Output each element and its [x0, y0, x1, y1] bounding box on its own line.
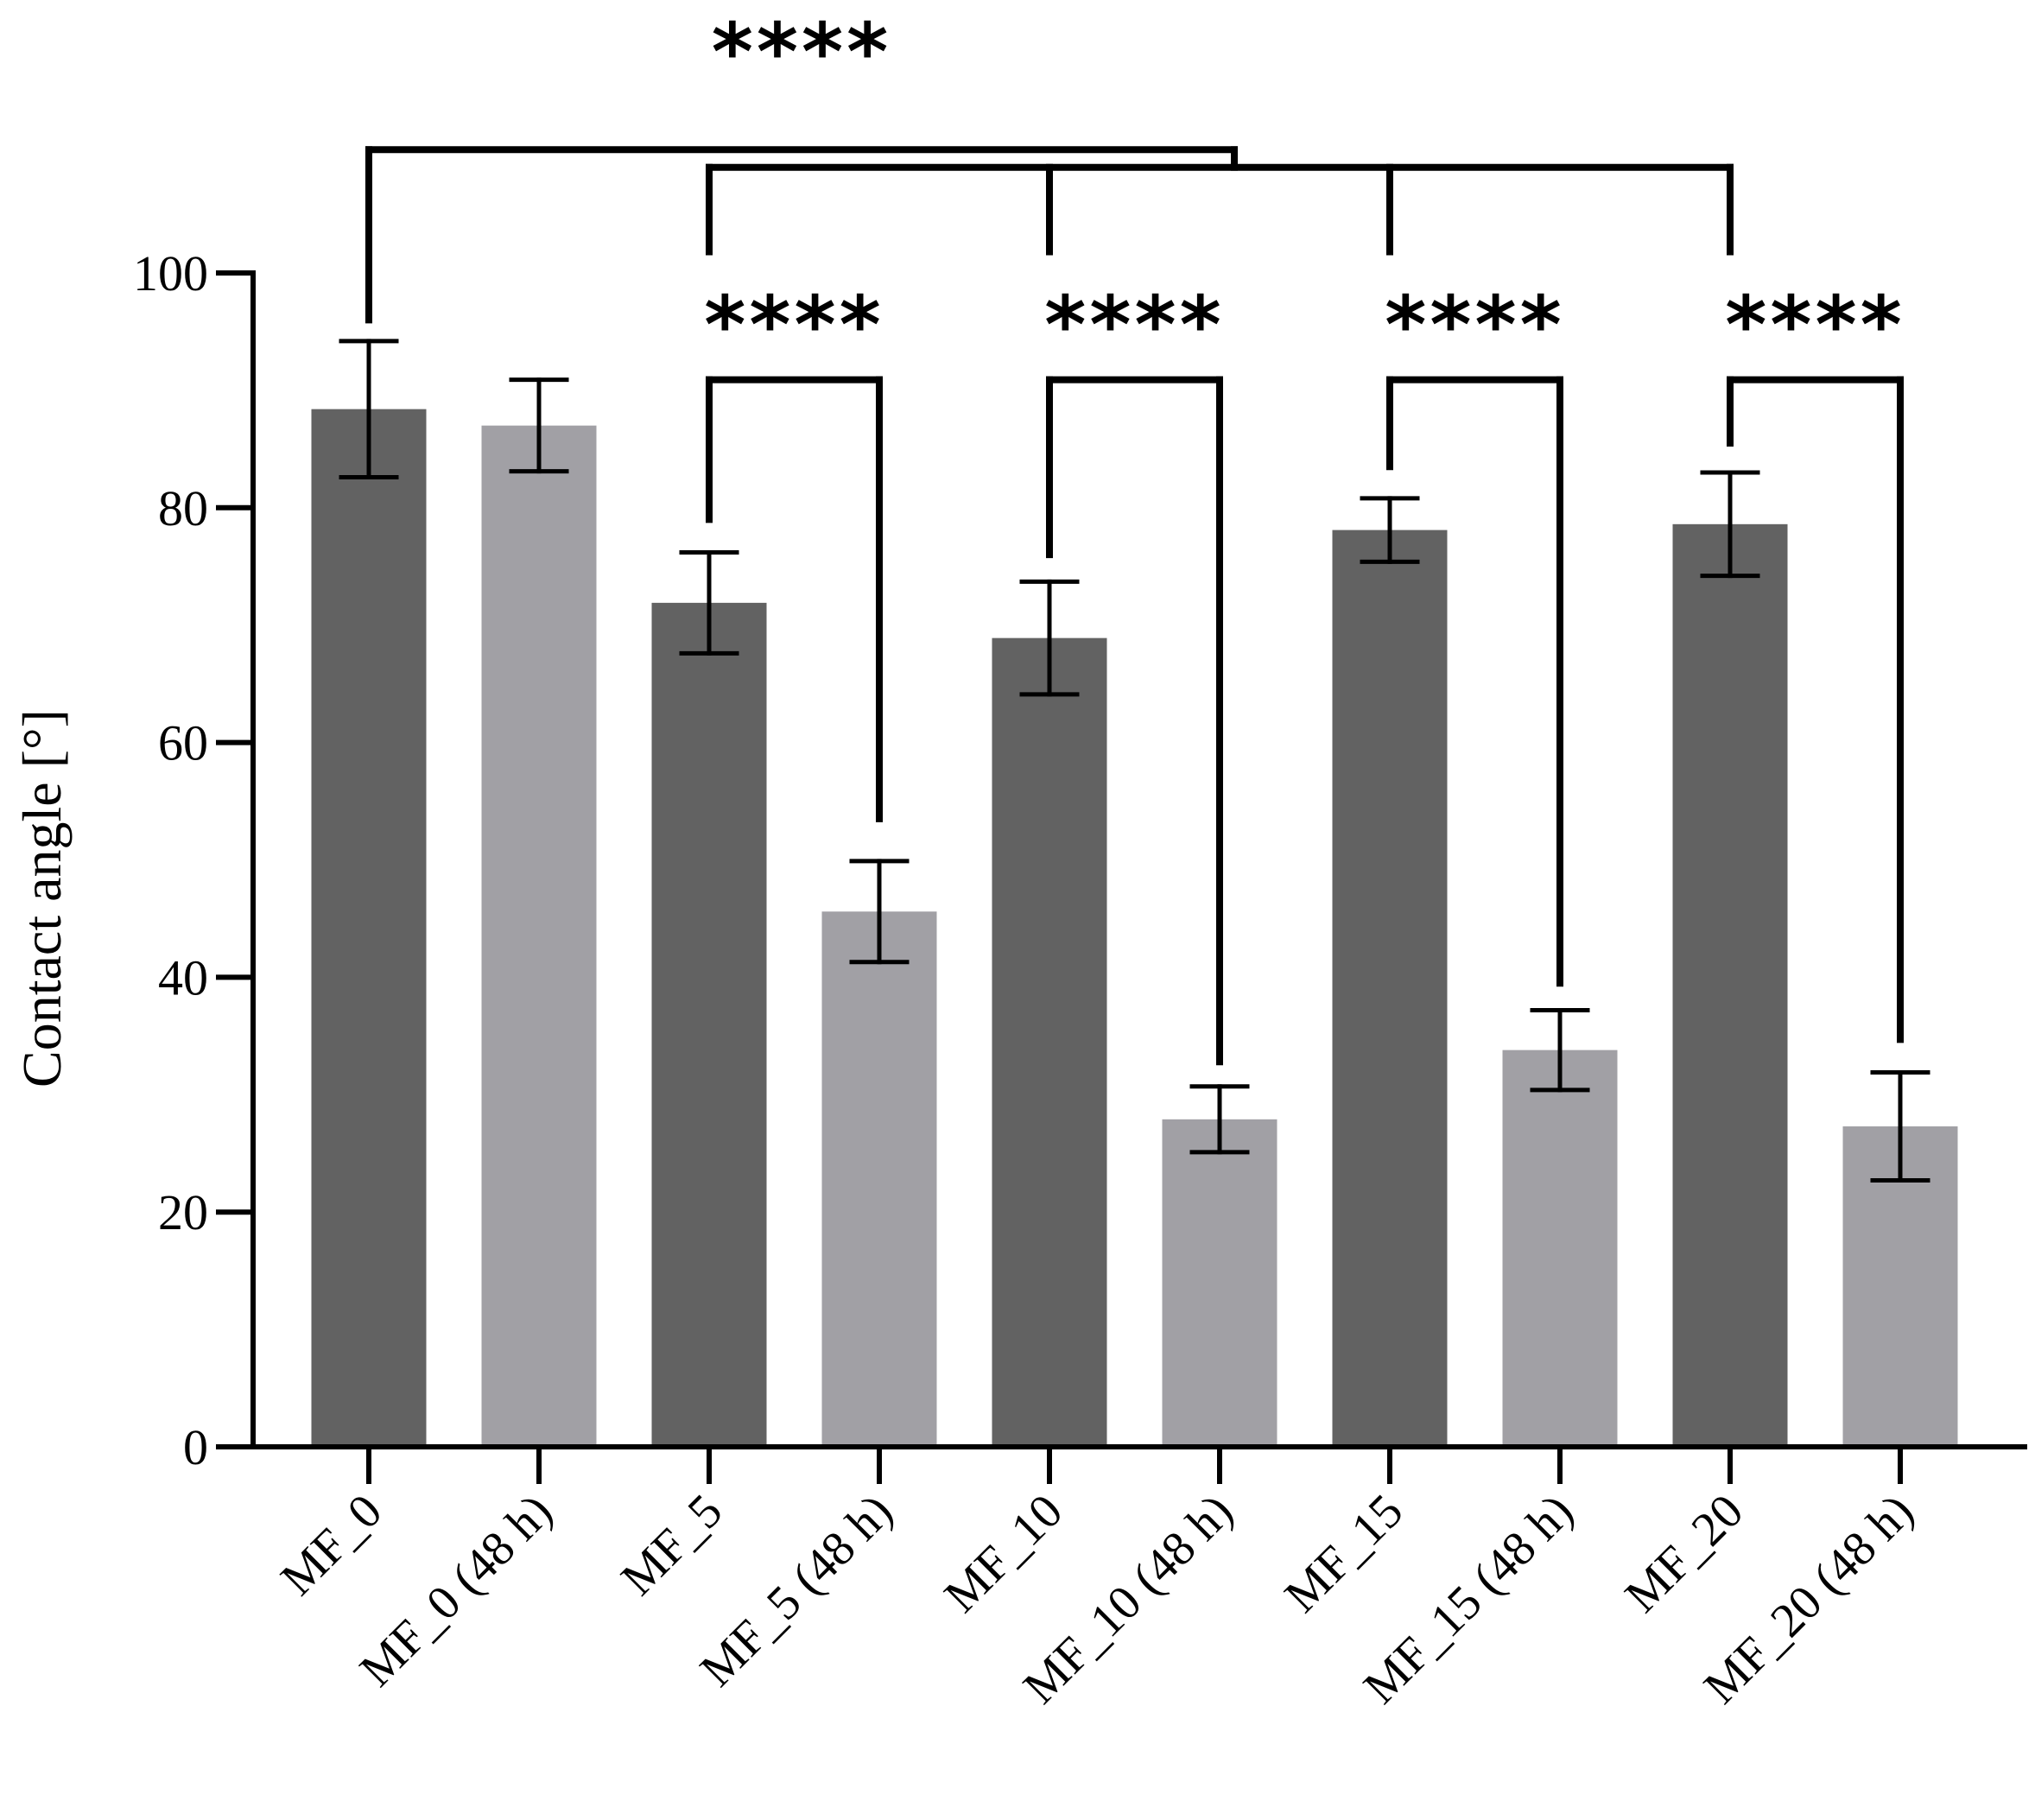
bar: [651, 602, 767, 1447]
bar: [1502, 1050, 1618, 1447]
bar: [1162, 1119, 1277, 1447]
bar: [992, 637, 1107, 1447]
significance-label: ****: [1044, 279, 1224, 371]
y-tick-label: 100: [133, 245, 208, 301]
y-tick-label: 0: [183, 1419, 208, 1475]
y-tick-label: 40: [158, 949, 208, 1005]
bar: [1332, 530, 1448, 1447]
significance-label: ****: [704, 279, 884, 371]
x-category-label: MF_5: [612, 1484, 733, 1606]
y-tick-label: 60: [158, 715, 208, 771]
bar: [311, 409, 427, 1447]
bar: [481, 425, 597, 1447]
x-category-label: MF_15: [1275, 1484, 1413, 1622]
significance-label: ****: [712, 6, 891, 98]
bar: [821, 911, 937, 1447]
x-category-label: MF_10: [935, 1484, 1073, 1622]
significance-label: ****: [1385, 279, 1564, 371]
y-tick-label: 20: [158, 1184, 208, 1240]
x-category-label: MF_0: [271, 1484, 393, 1606]
x-category-label: MF_20: [1615, 1484, 1753, 1622]
bar: [1672, 523, 1788, 1448]
y-tick-label: 80: [158, 480, 208, 536]
y-axis-label: Contact angle [°]: [11, 709, 73, 1088]
significance-label: ****: [1725, 279, 1905, 371]
